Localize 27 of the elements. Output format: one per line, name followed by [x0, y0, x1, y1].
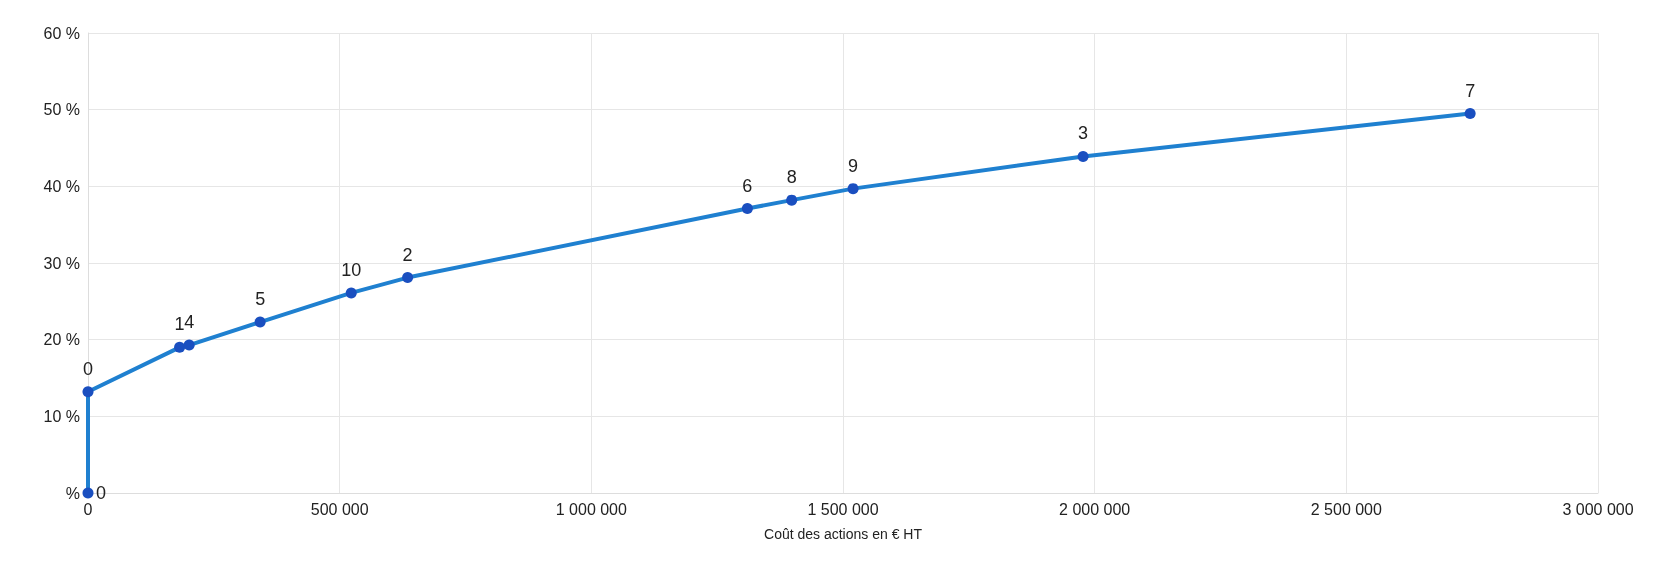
- x-tick-label: 1 000 000: [555, 500, 628, 518]
- annotation: 6: [742, 175, 753, 196]
- y-tick-label: 30 %: [43, 254, 80, 272]
- y-tick-label: 40 %: [43, 177, 80, 195]
- annotation: 1: [174, 314, 185, 335]
- annotation: 9: [848, 155, 859, 176]
- annotation: 0: [96, 483, 107, 503]
- annotation: 0: [82, 358, 94, 379]
- x-tick-label: 2 500 000: [1310, 500, 1383, 518]
- annotation: 4: [184, 312, 195, 333]
- annotation: 7: [1465, 80, 1476, 101]
- y-tick-label: 50 %: [43, 101, 80, 119]
- y-tick-label: 60 %: [43, 24, 80, 42]
- annotation: 10: [341, 259, 362, 280]
- x-tick-label: 1 500 000: [807, 500, 879, 518]
- annotation: 5: [255, 289, 266, 310]
- annotation: 3: [1078, 123, 1089, 144]
- annotation: 2: [402, 244, 413, 265]
- annotation: 8: [786, 167, 797, 188]
- x-tick-label: 500 000: [310, 500, 369, 518]
- x-axis-title: Coût des actions en € HT: [764, 526, 923, 542]
- x-tick-label: 2 000 000: [1059, 500, 1131, 518]
- y-tick-label: 10 %: [43, 407, 80, 425]
- x-tick-label: 0: [83, 500, 93, 518]
- x-tick-label: 3 000 000: [1562, 500, 1634, 518]
- y-tick-label: %: [65, 484, 80, 502]
- y-tick-label: 20 %: [43, 331, 80, 349]
